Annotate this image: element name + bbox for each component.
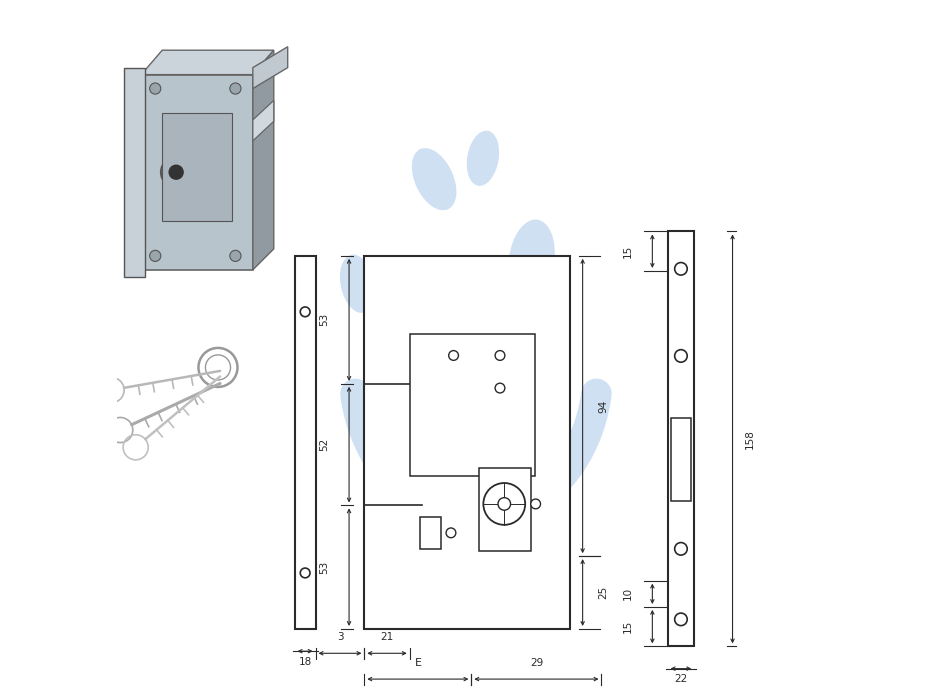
Ellipse shape [365,342,392,386]
Bar [295,256,316,629]
Circle shape [301,568,310,578]
Bar [479,468,532,551]
Polygon shape [253,47,288,88]
Text: 10: 10 [623,587,633,601]
Circle shape [675,542,687,555]
Text: 21: 21 [381,632,394,642]
Circle shape [230,251,241,262]
Text: 94: 94 [598,400,608,412]
Circle shape [150,251,161,262]
Bar [364,256,570,629]
Polygon shape [253,50,274,270]
Circle shape [495,383,505,393]
Text: 53: 53 [319,561,330,574]
Circle shape [169,165,183,179]
Polygon shape [124,68,145,276]
Ellipse shape [412,148,456,210]
Text: 18: 18 [299,657,312,666]
Ellipse shape [508,220,555,299]
Circle shape [446,528,456,538]
Text: E: E [414,658,422,668]
Text: 25: 25 [598,586,608,599]
Bar [420,517,440,549]
Text: 3: 3 [337,632,344,642]
Text: 29: 29 [530,658,543,668]
Polygon shape [142,50,274,75]
Text: 53: 53 [319,313,330,326]
Text: 15: 15 [623,620,633,634]
Polygon shape [142,75,253,270]
Circle shape [675,262,687,275]
Circle shape [675,613,687,626]
Text: 52: 52 [319,438,330,452]
Text: 22: 22 [674,674,688,684]
Bar [410,334,535,476]
Circle shape [230,83,241,94]
Bar [671,418,691,501]
Text: 15: 15 [623,244,633,258]
Ellipse shape [340,255,375,313]
Circle shape [161,157,192,188]
Circle shape [449,351,458,360]
Text: 158: 158 [745,429,755,449]
Circle shape [675,350,687,362]
Bar [162,113,232,221]
Circle shape [301,307,310,316]
Circle shape [483,483,525,525]
Circle shape [495,351,505,360]
Circle shape [498,498,510,510]
Polygon shape [253,100,274,141]
Ellipse shape [466,131,499,186]
Circle shape [150,83,161,94]
Bar [668,232,695,646]
Circle shape [531,499,541,509]
